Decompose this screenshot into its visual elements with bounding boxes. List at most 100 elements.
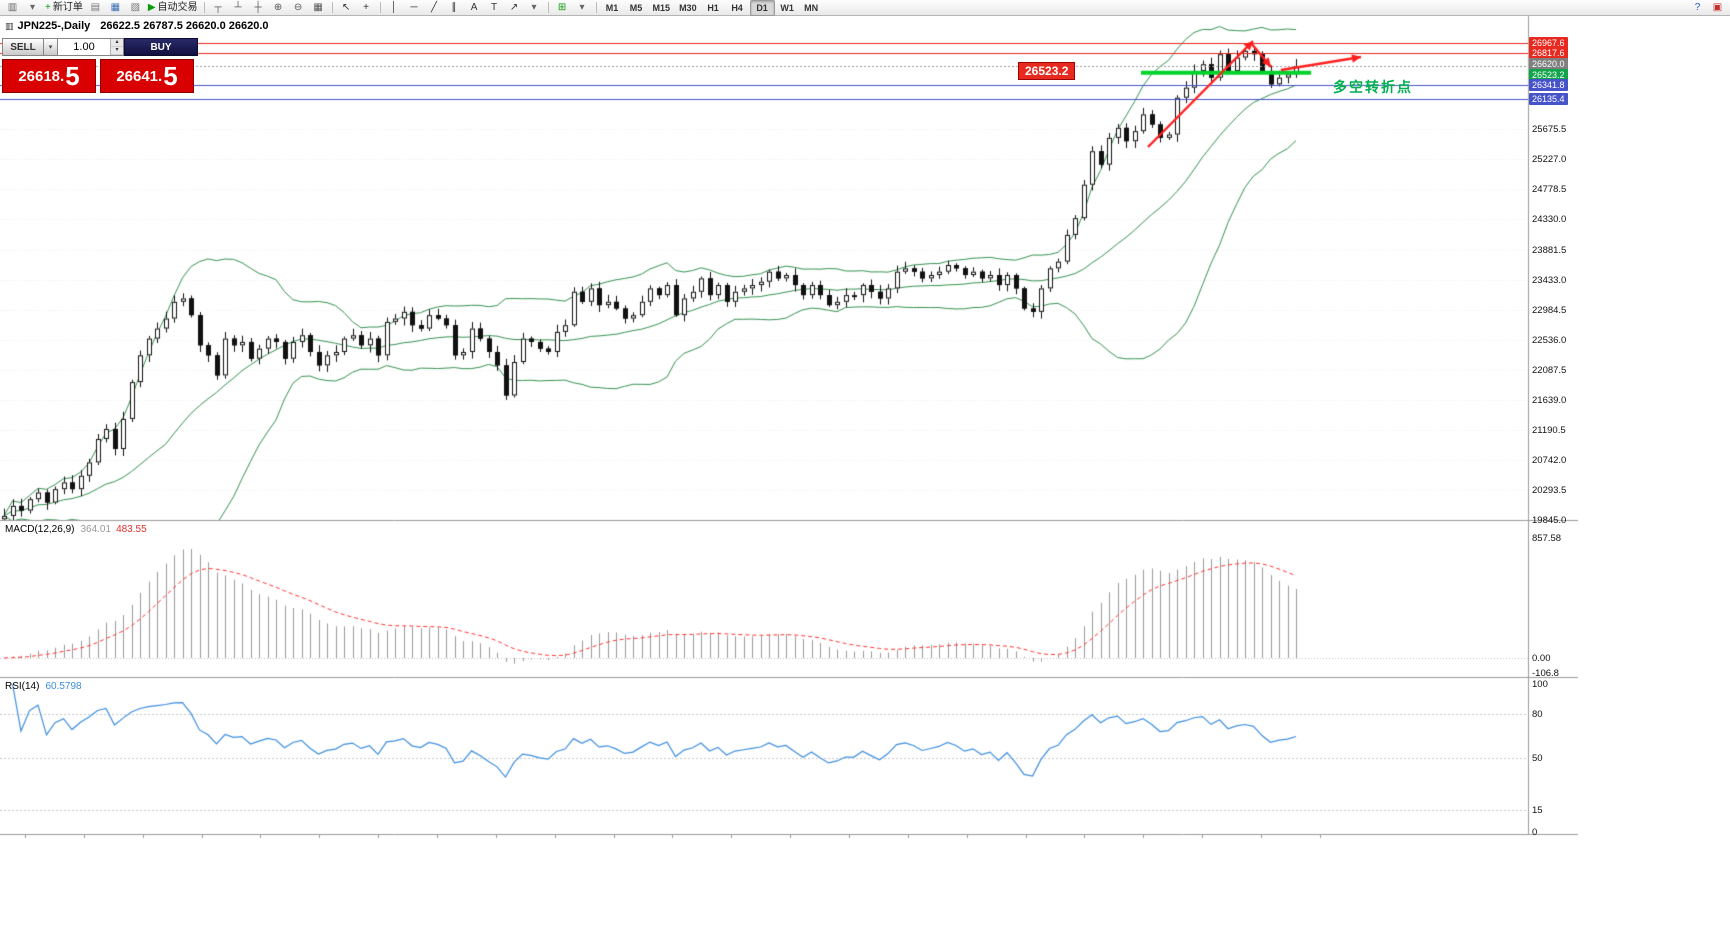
price-tick-label: 22087.5: [1532, 364, 1567, 376]
help-icon: ?: [1694, 1, 1701, 13]
crosshair-icon[interactable]: +: [357, 1, 376, 15]
zoom-out-icon: ⊖: [293, 1, 303, 13]
arrows-caret-icon: ▾: [531, 1, 537, 13]
timeframe-m5-button[interactable]: M5: [629, 2, 643, 13]
arrows-caret-icon[interactable]: ▾: [525, 1, 544, 15]
price-tag: 26523.2: [1529, 68, 1568, 81]
buy-button[interactable]: BUY: [124, 38, 198, 56]
cursor-icon[interactable]: ↖: [337, 1, 356, 15]
trade-prices-row: 26618. 5 26641. 5: [2, 59, 198, 93]
macd-tick-label: 857.58: [1532, 533, 1562, 544]
candlestick-icon: ▥: [5, 21, 14, 31]
sell-price-main: 26618.: [18, 67, 65, 85]
vertical-line-icon: │: [390, 1, 398, 13]
zoom-in-icon: ⊕: [273, 1, 283, 13]
price-tick-label: 22984.5: [1532, 304, 1567, 316]
turning-point-note[interactable]: 多空转折点: [1333, 79, 1413, 95]
price-tick-label: 25675.5: [1532, 124, 1567, 136]
lot-increase-button[interactable]: ▴: [111, 39, 123, 47]
text-label-icon[interactable]: T: [485, 1, 504, 15]
market-watch-icon[interactable]: ▦: [106, 1, 125, 15]
toolbar-separator: [331, 2, 333, 13]
text-icon: A: [470, 1, 478, 13]
price-tick-label: 23881.5: [1532, 244, 1567, 256]
arrows-icon[interactable]: ↗: [505, 1, 524, 15]
zoom-out-icon[interactable]: ⊖: [289, 1, 308, 15]
rsi-tick-label: 0: [1532, 827, 1538, 838]
macd-tick-label: 0.00: [1532, 653, 1551, 664]
profiles-icon: ▤: [90, 1, 101, 13]
buy-price-box[interactable]: 26641. 5: [100, 59, 194, 93]
tile-vertical-icon: ┼: [254, 1, 262, 13]
tile-vertical-icon[interactable]: ┼: [249, 1, 268, 15]
price-tag: 26817.6: [1529, 47, 1568, 60]
price-callout-label[interactable]: 26523.2: [1018, 62, 1076, 80]
text-icon[interactable]: A: [465, 1, 484, 15]
price-tag: 26620.0: [1529, 58, 1568, 71]
chart-shift-icon[interactable]: ▣: [1708, 1, 1727, 15]
timeframe-m15-button[interactable]: M15: [652, 2, 671, 13]
rsi-name: RSI(14): [5, 681, 40, 692]
main-toolbar: ▥ ▾ + 新订单 ▤ ▦ ▧ ▶ 自动交易 ┬ ┴ ┼ ⊕ ⊖ ▦ ↖ + │ ─ ╱ ∥ A T ↗ ▾ ⊞ ▾ M1 M5 M15 M…: [0, 0, 1730, 16]
sell-price-box[interactable]: 26618. 5: [2, 59, 96, 93]
price-tick-label: 20293.5: [1532, 484, 1567, 496]
price-tick-label: 22536.0: [1532, 334, 1567, 346]
rsi-tick-label: 100: [1532, 679, 1548, 690]
trendline-icon: ╱: [431, 1, 438, 13]
navigator-icon[interactable]: ▧: [126, 1, 145, 15]
cascade-windows-icon[interactable]: ┬: [209, 1, 228, 15]
timeframe-m30-button[interactable]: M30: [679, 2, 697, 13]
chart-window-icon[interactable]: ▥: [3, 1, 22, 15]
sell-options-caret-icon[interactable]: ▾: [44, 38, 58, 56]
horizontal-line-icon: ─: [410, 1, 418, 13]
sell-button[interactable]: SELL: [2, 38, 44, 56]
chart-window-icon: ▥: [7, 1, 18, 13]
indicators-caret-icon[interactable]: ▾: [573, 1, 592, 15]
zoom-in-icon[interactable]: ⊕: [269, 1, 288, 15]
arrows-icon: ↗: [509, 1, 519, 13]
toolbar-separator: [595, 2, 597, 13]
rsi-tick-label: 15: [1532, 804, 1543, 816]
sell-price-pip: 5: [65, 61, 80, 91]
timeframe-mn-button[interactable]: MN: [804, 2, 819, 13]
price-tick-label: 20742.0: [1532, 454, 1567, 466]
tile-windows-icon[interactable]: ▦: [309, 1, 328, 15]
macd-label: MACD(12,26,9) 364.01 483.55: [5, 524, 147, 535]
profiles-icon[interactable]: ▤: [86, 1, 105, 15]
price-tick-label: 19845.0: [1532, 514, 1567, 526]
navigator-icon: ▧: [130, 1, 141, 13]
chart-window-caret-icon: ▾: [29, 1, 36, 13]
horizontal-line-icon[interactable]: ─: [405, 1, 424, 15]
tile-horizontal-icon[interactable]: ┴: [229, 1, 248, 15]
price-tick-label: 24778.5: [1532, 184, 1567, 196]
new-order-button[interactable]: + 新订单: [43, 1, 85, 15]
rsi-tick-label: 80: [1532, 708, 1543, 720]
price-tag: 26341.8: [1529, 78, 1568, 91]
lot-spinner: ▴ ▾: [110, 39, 123, 55]
lot-size-box: ▴ ▾: [58, 38, 124, 56]
toolbar-separator: [203, 2, 205, 13]
channel-icon[interactable]: ∥: [445, 1, 464, 15]
help-icon[interactable]: ?: [1688, 1, 1707, 15]
chart-window-caret-icon[interactable]: ▾: [23, 1, 42, 15]
lot-size-input[interactable]: [58, 39, 110, 55]
symbol-period-label: JPN225-,Daily: [17, 20, 91, 32]
crosshair-icon: +: [363, 1, 369, 13]
trendline-icon[interactable]: ╱: [425, 1, 444, 15]
indicators-icon[interactable]: ⊞: [553, 1, 572, 15]
timeframe-h4-button[interactable]: H4: [731, 2, 743, 13]
timeframe-d1-button[interactable]: D1: [749, 0, 775, 16]
price-tag: 26967.6: [1529, 37, 1568, 49]
timeframe-w1-button[interactable]: W1: [780, 2, 794, 13]
timeframe-m1-button[interactable]: M1: [605, 2, 619, 13]
timeframe-h1-button[interactable]: H1: [707, 2, 719, 13]
cursor-icon: ↖: [341, 1, 351, 13]
tile-windows-icon: ▦: [313, 1, 323, 13]
indicators-caret-icon: ▾: [579, 1, 585, 13]
price-tick-label: 25227.0: [1532, 154, 1567, 166]
new-order-button: +: [45, 1, 51, 13]
autotrading-button[interactable]: ▶ 自动交易: [146, 1, 200, 15]
vertical-line-icon[interactable]: │: [385, 1, 404, 15]
lot-decrease-button[interactable]: ▾: [111, 47, 123, 55]
